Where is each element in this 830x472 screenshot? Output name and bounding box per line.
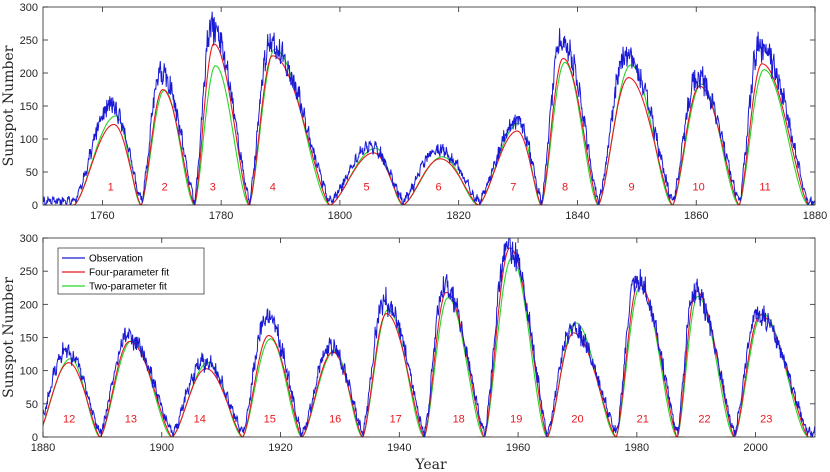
top-panel: 1 2 3 4 5 6 7 8 9 10 11 1760 1780 1800 1820 1840 1860 188… (1, 2, 827, 222)
bottom-cycle-label-23: 23 (760, 413, 772, 425)
top-cycle-label-2: 2 (162, 182, 168, 194)
bottom-x-tick-label: 1900 (150, 442, 174, 454)
top-cycle-label-7: 7 (510, 182, 516, 194)
x-axis-label: Year (414, 457, 447, 472)
top-x-tick-label: 1820 (446, 210, 470, 222)
top-cycle-label-11: 11 (759, 182, 770, 194)
top-cycle-label-3: 3 (210, 182, 216, 194)
bottom-y-tick-label: 100 (20, 366, 38, 378)
top-x-tick-label: 1840 (565, 210, 589, 222)
bottom-cycle-label-20: 20 (571, 413, 583, 425)
top-x-tick-label: 1880 (803, 210, 827, 222)
top-cycle-label-9: 9 (628, 182, 634, 194)
bottom-y-tick-label: 150 (20, 333, 38, 345)
bottom-y-tick-label: 300 (20, 233, 38, 245)
top-x-tick-label: 1780 (209, 210, 233, 222)
bottom-cycle-label-13: 13 (125, 413, 137, 425)
bottom-x-tick-label: 2000 (743, 442, 767, 454)
top-cycle-label-6: 6 (435, 182, 441, 194)
bottom-cycle-label-19: 19 (510, 413, 522, 425)
top-x-tick-label: 1860 (684, 210, 708, 222)
top-plot-area (43, 7, 815, 205)
bottom-cycle-label-21: 21 (637, 413, 649, 425)
top-y-tick-label: 250 (20, 35, 38, 47)
top-y-tick-label: 200 (20, 68, 38, 80)
bottom-y-tick-label: 200 (20, 299, 38, 311)
top-observation-line (43, 11, 815, 205)
legend-two-parameter-fit-label: Two-parameter fit (89, 282, 167, 293)
bottom-x-tick-label: 1940 (387, 442, 411, 454)
bottom-cycle-label-14: 14 (194, 413, 206, 425)
bottom-y-axis-label: Sunspot Number (1, 277, 17, 398)
legend-observation-label: Observation (89, 254, 143, 265)
legend-four-parameter-fit-label: Four-parameter fit (89, 268, 169, 279)
bottom-cycle-label-18: 18 (453, 413, 465, 425)
top-x-tick-label: 1760 (90, 210, 114, 222)
bottom-observation-line (43, 238, 815, 437)
bottom-x-tick-label: 1960 (506, 442, 530, 454)
top-y-tick-label: 0 (32, 200, 38, 212)
top-cycle-label-1: 1 (108, 182, 114, 194)
bottom-cycle-label-16: 16 (329, 413, 341, 425)
bottom-cycle-label-22: 22 (698, 413, 710, 425)
top-y-axis-label: Sunspot Number (1, 45, 17, 166)
bottom-x-tick-label: 1880 (31, 442, 55, 454)
bottom-cycle-label-17: 17 (390, 413, 402, 425)
bottom-y-tick-label: 0 (32, 432, 38, 444)
bottom-y-tick-label: 250 (20, 266, 38, 278)
bottom-cycle-label-12: 12 (63, 413, 75, 425)
top-y-tick-label: 150 (20, 101, 38, 113)
top-cycle-label-10: 10 (692, 182, 704, 194)
legend: Observation Four-parameter fit Two-paramet… (57, 247, 205, 295)
top-y-tick-label: 50 (26, 167, 38, 179)
top-x-tick-label: 1800 (328, 210, 352, 222)
top-y-tick-label: 300 (20, 2, 38, 14)
bottom-x-tick-label: 1980 (625, 442, 649, 454)
top-y-tick-label: 100 (20, 134, 38, 146)
bottom-y-tick-label: 50 (26, 399, 38, 411)
top-cycle-label-5: 5 (364, 182, 370, 194)
bottom-cycle-label-15: 15 (264, 413, 276, 425)
top-cycle-label-4: 4 (270, 182, 276, 194)
bottom-x-tick-label: 1920 (268, 442, 292, 454)
top-cycle-label-8: 8 (562, 182, 568, 194)
